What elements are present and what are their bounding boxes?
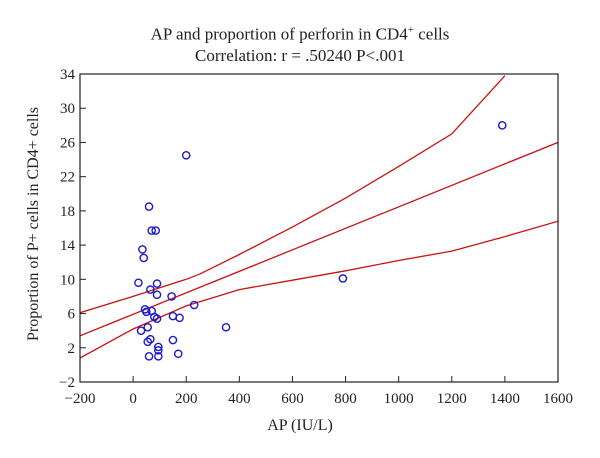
data-point — [497, 121, 507, 130]
plot-frame — [79, 73, 559, 383]
data-point — [152, 279, 162, 288]
data-point — [139, 253, 149, 263]
y-tick-label: 30 — [60, 101, 75, 117]
y-tick: −2 — [59, 375, 86, 391]
y-axis-label: Proportion of P+ cells in CD4+ cells — [25, 106, 42, 342]
y-tick-label: 26 — [60, 135, 76, 151]
y-tick: 2 — [68, 341, 86, 357]
data-point — [151, 226, 160, 235]
data-point — [143, 322, 153, 332]
x-tick-label: 400 — [228, 391, 251, 407]
data-point — [152, 290, 162, 300]
x-tick-label: 600 — [281, 391, 304, 407]
x-tick: 800 — [334, 376, 357, 407]
y-tick-label: 6 — [68, 307, 76, 323]
x-tick: 0 — [129, 376, 137, 407]
x-tick-label: 200 — [175, 391, 198, 407]
data-point — [144, 352, 154, 361]
y-tick: 10 — [60, 272, 86, 288]
data-point — [147, 226, 156, 235]
data-point — [168, 335, 178, 345]
data-point — [338, 274, 348, 283]
data-point — [181, 150, 191, 160]
y-tick-label: 18 — [60, 204, 75, 220]
y-tick: 26 — [60, 135, 86, 151]
data-point — [175, 313, 184, 323]
data-point — [138, 245, 147, 254]
x-tick-label: 0 — [129, 391, 137, 407]
x-tick: 1200 — [437, 376, 467, 407]
data-point — [146, 285, 155, 294]
x-tick: 200 — [175, 376, 198, 407]
x-tick-label: 800 — [334, 391, 357, 407]
data-point — [154, 342, 163, 352]
ci-lower-line — [80, 220, 558, 359]
data-point — [146, 334, 155, 344]
y-tick: 22 — [60, 170, 86, 186]
x-tick-label: 1000 — [384, 391, 414, 407]
x-tick-label: −200 — [65, 391, 96, 407]
data-point — [144, 202, 154, 211]
x-tick: 1000 — [384, 376, 414, 407]
y-tick: 14 — [60, 238, 86, 254]
ci-upper-line — [80, 75, 506, 314]
y-tick-label: 22 — [60, 170, 75, 186]
data-point — [154, 346, 163, 355]
regression-line — [80, 141, 558, 337]
x-tick: 1400 — [490, 376, 520, 407]
x-tick-label: 1200 — [437, 391, 467, 407]
data-point — [136, 326, 146, 335]
chart-subtitle: Correlation: r = .50240 P<.001 — [195, 46, 405, 65]
x-tick-label: 1600 — [543, 391, 573, 407]
y-tick-label: 34 — [60, 67, 76, 83]
data-point — [189, 300, 199, 310]
y-tick-label: 14 — [60, 238, 76, 254]
chart-title: AP and proportion of perforin in CD4+ ce… — [150, 24, 450, 44]
data-point — [142, 307, 151, 317]
x-tick: 400 — [228, 376, 251, 407]
data-point — [154, 352, 163, 361]
y-tick: 6 — [68, 307, 86, 323]
data-point — [221, 322, 231, 332]
data-point — [173, 349, 183, 359]
data-point — [167, 292, 176, 301]
data-point — [152, 314, 162, 323]
x-axis-label: AP (IU/L) — [267, 417, 333, 434]
y-tick: 30 — [60, 101, 86, 117]
y-tick-label: 2 — [68, 341, 76, 357]
x-tick: 600 — [281, 376, 304, 407]
x-tick-label: 1400 — [490, 391, 520, 407]
data-point — [134, 278, 143, 288]
data-point — [143, 337, 153, 347]
y-tick: 18 — [60, 204, 86, 220]
y-tick-label: −2 — [59, 375, 75, 391]
y-tick-label: 10 — [60, 272, 75, 288]
y-tick: 34 — [60, 67, 86, 83]
